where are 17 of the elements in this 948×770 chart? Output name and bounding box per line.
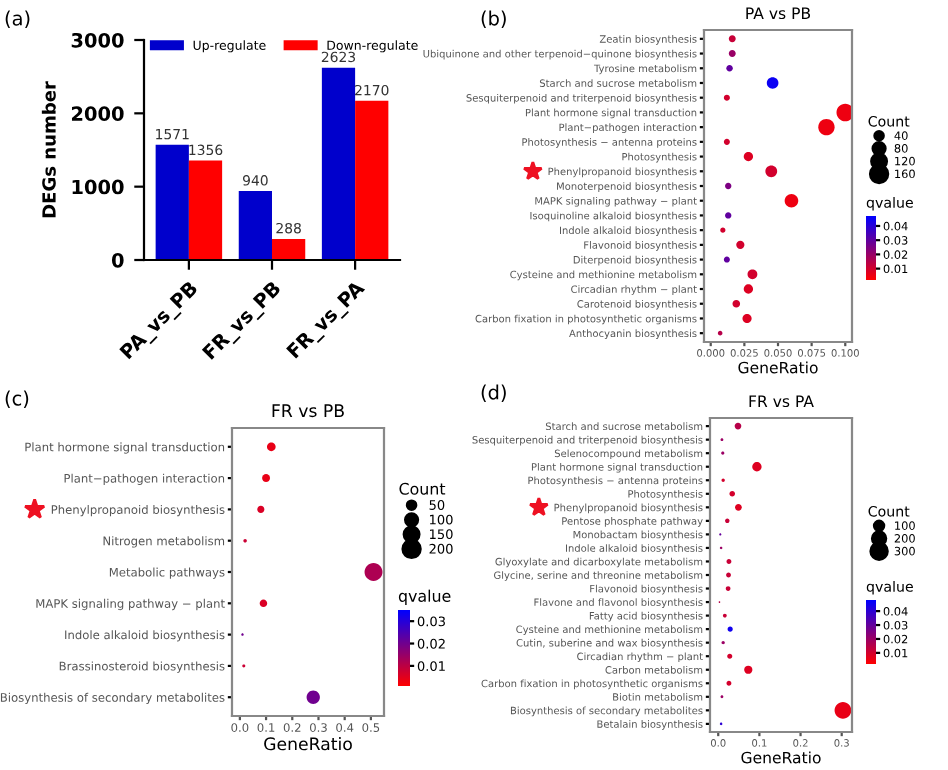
bar	[188, 160, 223, 260]
bar	[272, 238, 306, 260]
y-tick-label: 1000	[72, 179, 124, 195]
y-tick-label: 0	[111, 252, 124, 268]
y-tick-label: 2000	[71, 106, 124, 121]
y-tick-label: 3000	[71, 32, 124, 48]
x-axis-title: GeneRatio	[264, 737, 352, 751]
text: (b)	[481, 10, 506, 28]
bar	[355, 100, 389, 260]
text: (c)	[5, 390, 29, 408]
text: (a)	[5, 10, 30, 28]
bar	[321, 67, 356, 260]
y-axis-title: DEGs number	[41, 81, 56, 218]
bar	[238, 191, 272, 260]
bar	[155, 144, 189, 260]
text: (d)	[481, 384, 506, 402]
chart-title: FR vs PB	[272, 404, 344, 418]
